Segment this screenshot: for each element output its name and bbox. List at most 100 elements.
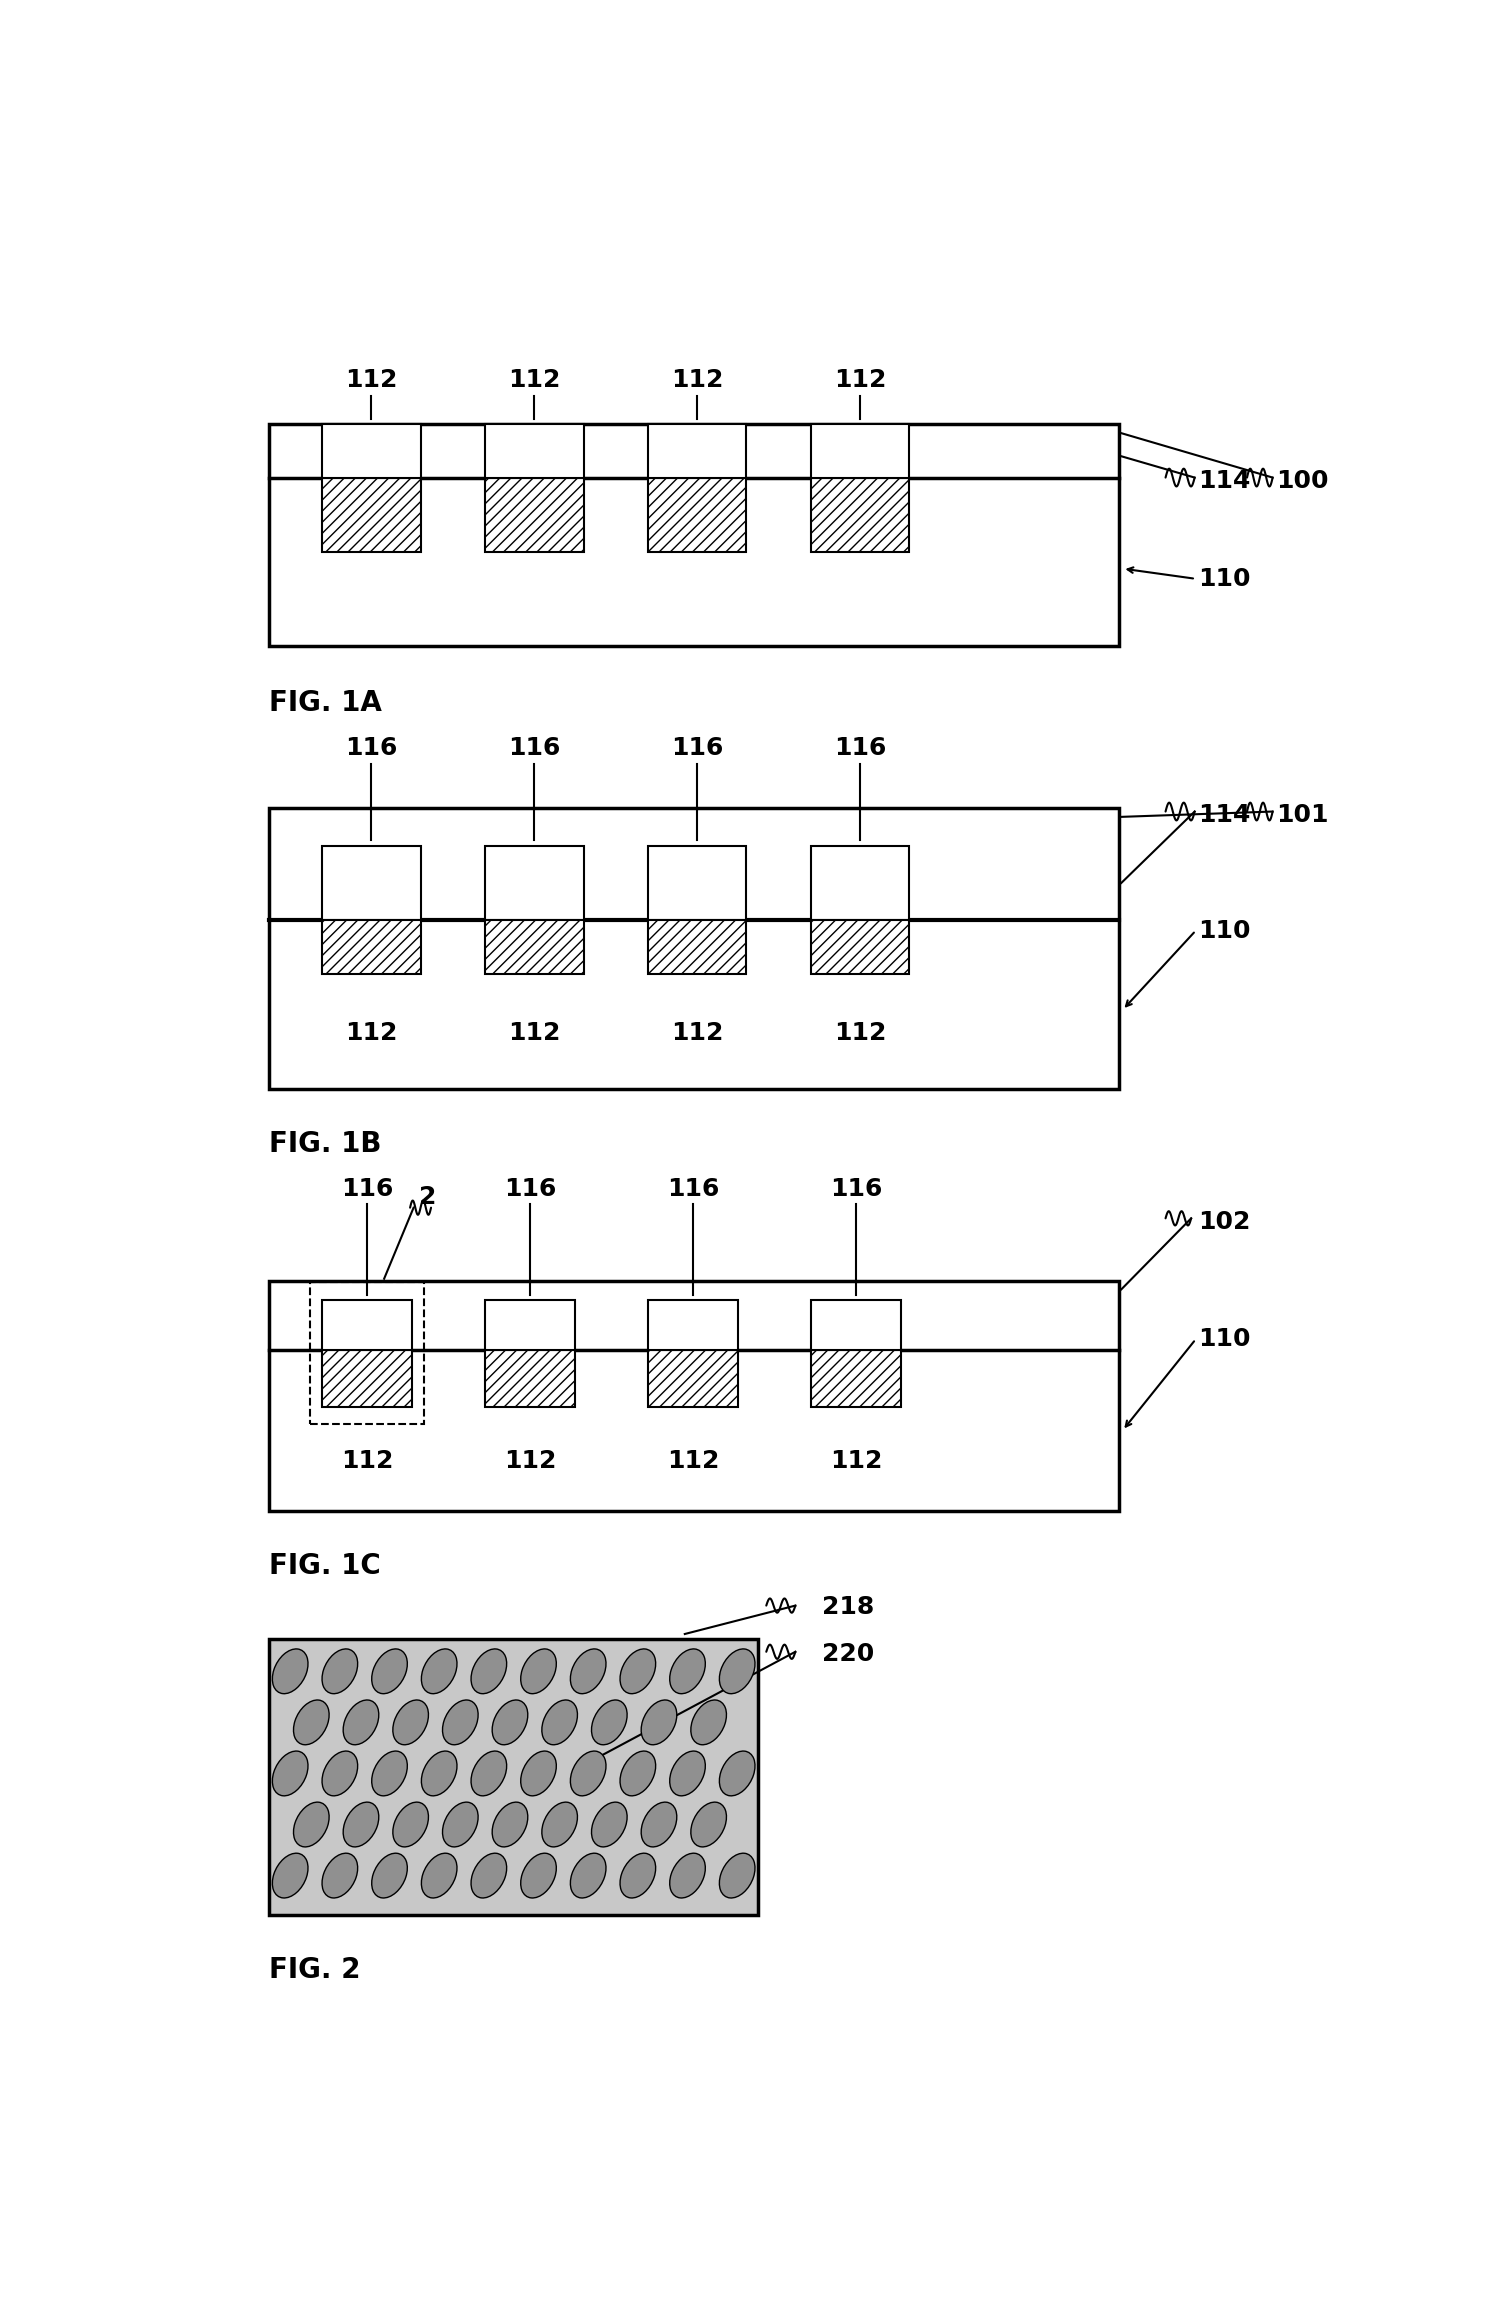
Text: 112: 112 — [834, 369, 886, 392]
Ellipse shape — [321, 1853, 357, 1899]
Text: 112: 112 — [671, 369, 722, 392]
Text: FIG. 1B: FIG. 1B — [269, 1130, 382, 1158]
Text: 112: 112 — [829, 1449, 882, 1472]
Text: 101: 101 — [1277, 803, 1329, 828]
Ellipse shape — [272, 1853, 308, 1899]
Bar — [269, 1640, 759, 1915]
Text: 110: 110 — [1199, 568, 1251, 591]
Bar — [321, 920, 421, 974]
Ellipse shape — [592, 1700, 628, 1744]
Bar — [647, 1301, 739, 1350]
Text: 116: 116 — [829, 1177, 882, 1200]
Text: 114: 114 — [1199, 468, 1251, 494]
Bar — [811, 478, 910, 551]
Ellipse shape — [670, 1650, 706, 1693]
Ellipse shape — [321, 1650, 357, 1693]
Ellipse shape — [422, 1853, 457, 1899]
Bar — [269, 807, 1119, 1089]
Text: FIG. 2: FIG. 2 — [269, 1956, 360, 1984]
Ellipse shape — [272, 1650, 308, 1693]
Bar — [321, 1301, 413, 1350]
Ellipse shape — [620, 1853, 656, 1899]
Bar — [485, 847, 584, 920]
Text: 116: 116 — [667, 1177, 719, 1200]
Bar — [321, 424, 421, 478]
Ellipse shape — [521, 1650, 556, 1693]
Ellipse shape — [371, 1650, 407, 1693]
Ellipse shape — [472, 1650, 506, 1693]
Ellipse shape — [394, 1802, 428, 1848]
Bar — [321, 1350, 413, 1407]
Ellipse shape — [394, 1700, 428, 1744]
Text: 112: 112 — [345, 1020, 397, 1045]
Ellipse shape — [443, 1802, 478, 1848]
Bar — [321, 478, 421, 551]
Bar — [269, 1280, 1119, 1511]
Ellipse shape — [691, 1802, 727, 1848]
Bar — [811, 847, 910, 920]
Text: FIG. 1A: FIG. 1A — [269, 690, 382, 717]
Ellipse shape — [371, 1751, 407, 1795]
Text: 100: 100 — [1277, 468, 1329, 494]
Bar — [811, 1301, 901, 1350]
Text: FIG. 1C: FIG. 1C — [269, 1553, 382, 1580]
Bar — [811, 920, 910, 974]
Text: 116: 116 — [508, 736, 560, 759]
Ellipse shape — [521, 1853, 556, 1899]
Ellipse shape — [670, 1751, 706, 1795]
Ellipse shape — [342, 1700, 379, 1744]
Ellipse shape — [542, 1700, 577, 1744]
Text: 112: 112 — [667, 1449, 719, 1472]
Ellipse shape — [670, 1853, 706, 1899]
Bar — [811, 1350, 901, 1407]
Bar — [811, 424, 910, 478]
Bar — [647, 478, 746, 551]
Ellipse shape — [691, 1700, 727, 1744]
Bar — [309, 1283, 424, 1423]
Text: 112: 112 — [671, 1020, 722, 1045]
Text: 116: 116 — [834, 736, 886, 759]
Ellipse shape — [422, 1751, 457, 1795]
Ellipse shape — [542, 1802, 577, 1848]
Ellipse shape — [443, 1700, 478, 1744]
Ellipse shape — [472, 1751, 506, 1795]
Ellipse shape — [272, 1751, 308, 1795]
Text: 112: 112 — [508, 369, 560, 392]
Bar — [485, 920, 584, 974]
Ellipse shape — [620, 1751, 656, 1795]
Ellipse shape — [472, 1853, 506, 1899]
Ellipse shape — [493, 1700, 527, 1744]
Text: 112: 112 — [834, 1020, 886, 1045]
Ellipse shape — [521, 1751, 556, 1795]
Text: 110: 110 — [1199, 1327, 1251, 1352]
Bar — [647, 920, 746, 974]
Text: 112: 112 — [341, 1449, 394, 1472]
Bar — [647, 847, 746, 920]
Text: 116: 116 — [345, 736, 397, 759]
Bar — [485, 1350, 575, 1407]
Ellipse shape — [620, 1650, 656, 1693]
Text: 220: 220 — [822, 1643, 874, 1666]
Text: 218: 218 — [822, 1596, 874, 1620]
Bar — [485, 478, 584, 551]
Text: 114: 114 — [1199, 803, 1251, 828]
Ellipse shape — [571, 1853, 605, 1899]
Bar — [269, 424, 1119, 646]
Text: 116: 116 — [503, 1177, 556, 1200]
Bar — [485, 424, 584, 478]
Ellipse shape — [719, 1751, 756, 1795]
Ellipse shape — [641, 1802, 677, 1848]
Ellipse shape — [422, 1650, 457, 1693]
Text: 116: 116 — [341, 1177, 394, 1200]
Ellipse shape — [592, 1802, 628, 1848]
Ellipse shape — [571, 1650, 605, 1693]
Ellipse shape — [293, 1700, 329, 1744]
Text: 112: 112 — [345, 369, 397, 392]
Bar — [321, 847, 421, 920]
Ellipse shape — [371, 1853, 407, 1899]
Text: 116: 116 — [671, 736, 722, 759]
Text: 112: 112 — [503, 1449, 556, 1472]
Text: 2: 2 — [419, 1186, 437, 1209]
Bar — [647, 1350, 739, 1407]
Text: 112: 112 — [508, 1020, 560, 1045]
